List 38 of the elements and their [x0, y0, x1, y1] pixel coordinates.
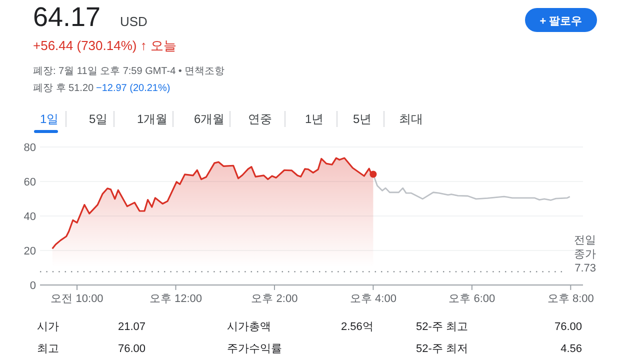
text: 주가수익률 [227, 343, 282, 355]
text: 1년 [305, 112, 324, 126]
x-tick-label: 오후 6:00 [448, 293, 496, 305]
text: 최대 [399, 112, 423, 126]
text: 76.00 [554, 321, 582, 333]
text: 5일 [89, 112, 108, 126]
chart-title: 64.17 [33, 2, 101, 32]
text: 6개월 [194, 112, 225, 126]
text: 시가총액 [227, 321, 271, 333]
x-tick-label: 오전 10:00 [50, 293, 104, 305]
x-tick-label: 오후 4:00 [350, 293, 396, 305]
button: + 팔로우 [525, 8, 597, 32]
text: 시가 [37, 321, 59, 333]
text: 연중 [248, 112, 272, 126]
text: +56.44 (730.14%) ↑ 오늘 [33, 38, 176, 53]
text: 76.00 [118, 343, 146, 355]
text: 4.56 [560, 343, 582, 355]
text: −12.97 (20.21%) [96, 83, 170, 94]
chart-subtitle: USD [120, 14, 148, 29]
x-tick-label: 오후 12:00 [149, 293, 202, 305]
text: 폐장: 7월 11일 오후 7:59 GMT-4 • 면책조항 [33, 66, 225, 77]
y-tick-label: 60 [24, 176, 36, 188]
y-tick-label: 40 [24, 211, 36, 223]
x-tick-label: 오후 8:00 [547, 293, 594, 305]
y-tick-label: 80 [24, 142, 36, 154]
text: 52-주 최저 [416, 343, 468, 355]
x-tick-label: 오후 2:00 [251, 293, 298, 305]
text: 21.07 [118, 321, 146, 333]
text: 최고 [37, 343, 59, 355]
text: 1일 [40, 112, 59, 126]
text: 2.56억 [341, 321, 374, 333]
y-tick-label: 0 [30, 280, 36, 292]
text: 52-주 최고 [416, 321, 468, 333]
ref-line-label: 전일 종가 7.73 [574, 234, 596, 275]
text: 5년 [353, 112, 372, 126]
text: 폐장 후 51.20 [33, 83, 94, 94]
text: 1개월 [137, 112, 168, 126]
y-tick-label: 20 [24, 246, 36, 258]
